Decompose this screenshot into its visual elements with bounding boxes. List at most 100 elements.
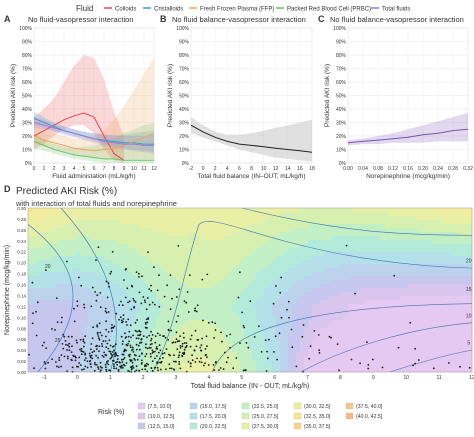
risk-cell (28, 352, 33, 357)
risk-cell (72, 224, 77, 229)
risk-cell (400, 296, 405, 301)
risk-cell (320, 288, 325, 293)
risk-cell (356, 340, 361, 345)
risk-cell (200, 252, 205, 257)
risk-cell (444, 280, 449, 285)
risk-cell (76, 260, 81, 265)
risk-cell (352, 352, 357, 357)
risk-cell (100, 304, 105, 309)
risk-cell (96, 232, 101, 237)
risk-cell (348, 228, 353, 233)
risk-cell (280, 228, 285, 233)
risk-cell (376, 216, 381, 221)
risk-cell (92, 320, 97, 325)
risk-cell (256, 304, 261, 309)
risk-cell (36, 276, 41, 281)
risk-cell (460, 356, 465, 361)
risk-cell (28, 300, 33, 305)
risk-cell (132, 224, 137, 229)
risk-cell (456, 268, 461, 273)
risk-cell (128, 340, 133, 345)
risk-cell (212, 252, 217, 257)
risk-cell (184, 364, 189, 369)
risk-cell (156, 276, 161, 281)
risk-cell (188, 264, 193, 269)
risk-cell (328, 364, 333, 369)
risk-cell (380, 208, 385, 213)
risk-cell (48, 252, 53, 257)
risk-cell (468, 332, 473, 337)
risk-cell (372, 356, 377, 361)
risk-cell (180, 324, 185, 329)
risk-cell (216, 352, 221, 357)
risk-cell (264, 220, 269, 225)
risk-cell (364, 228, 369, 233)
risk-cell (36, 216, 41, 221)
risk-cell (176, 340, 181, 345)
risk-cell (316, 244, 321, 249)
risk-cell (236, 240, 241, 245)
risk-cell (448, 216, 453, 221)
risk-cell (236, 312, 241, 317)
risk-cell (436, 300, 441, 305)
risk-cell (332, 320, 337, 325)
risk-cell (260, 284, 265, 289)
risk-cell (40, 364, 45, 369)
risk-cell (300, 220, 305, 225)
risk-cell (432, 300, 437, 305)
risk-cell (108, 228, 113, 233)
risk-cell (448, 316, 453, 321)
risk-cell (384, 288, 389, 293)
risk-cell (136, 304, 141, 309)
risk-cell (232, 316, 237, 321)
risk-cell (80, 292, 85, 297)
risk-cell (216, 308, 221, 313)
risk-cell (448, 284, 453, 289)
risk-cell (192, 284, 197, 289)
risk-cell (184, 236, 189, 241)
risk-cell (96, 252, 101, 257)
risk-cell (328, 280, 333, 285)
risk-cell (304, 212, 309, 217)
risk-cell (276, 240, 281, 245)
risk-cell (324, 216, 329, 221)
risk-cell (168, 224, 173, 229)
risk-cell (236, 316, 241, 321)
risk-cell (448, 320, 453, 325)
risk-cell (336, 208, 341, 213)
y-tick-label: 90% (336, 40, 347, 46)
risk-cell (292, 312, 297, 317)
risk-cell (180, 336, 185, 341)
risk-cell (172, 292, 177, 297)
risk-cell (132, 312, 137, 317)
risk-cell (388, 320, 393, 325)
risk-cell (280, 224, 285, 229)
risk-cell (324, 232, 329, 237)
risk-cell (220, 208, 225, 213)
risk-cell (456, 356, 461, 361)
scatter-point (229, 346, 232, 349)
risk-cell (232, 308, 237, 313)
risk-cell (420, 264, 425, 269)
risk-cell (224, 284, 229, 289)
risk-cell (44, 252, 49, 257)
risk-cell (220, 216, 225, 221)
risk-cell (120, 220, 125, 225)
scatter-point (158, 274, 160, 276)
risk-cell (172, 312, 177, 317)
risk-cell (164, 276, 169, 281)
risk-cell (328, 288, 333, 293)
risk-cell (424, 260, 429, 265)
risk-cell (132, 212, 137, 217)
risk-cell (380, 220, 385, 225)
risk-cell (368, 348, 373, 353)
risk-cell (300, 244, 305, 249)
risk-cell (240, 232, 245, 237)
scatter-point (191, 359, 194, 362)
risk-cell (76, 220, 81, 225)
risk-cell (328, 348, 333, 353)
risk-cell (136, 220, 141, 225)
risk-cell (416, 292, 421, 297)
risk-cell (248, 348, 253, 353)
risk-cell (456, 212, 461, 217)
